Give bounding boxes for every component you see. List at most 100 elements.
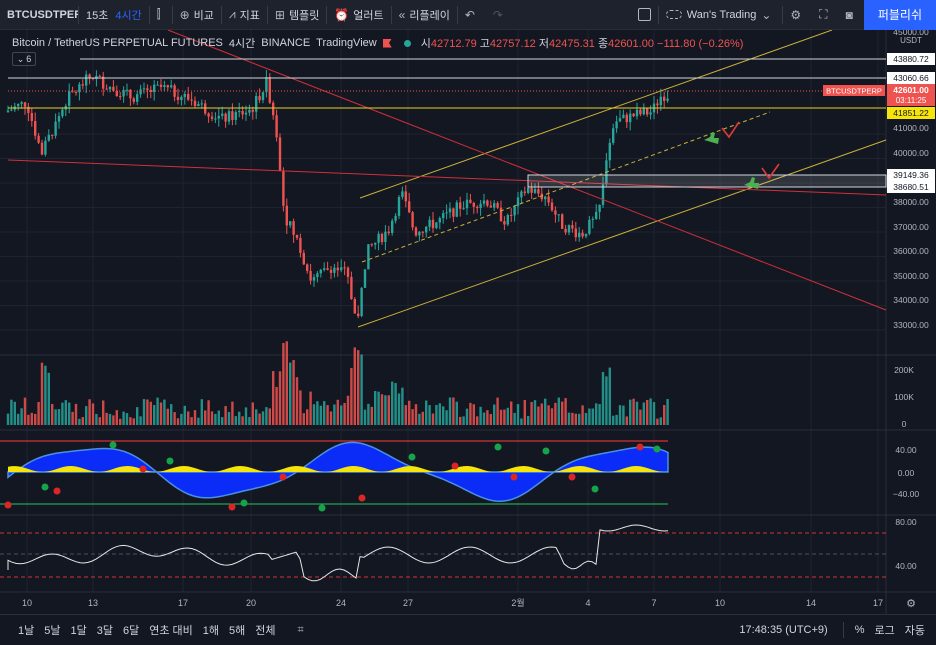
osc-tick-label: −40.00 [893,489,920,499]
snapshot-button[interactable]: ◙ [839,0,864,30]
volume-bar [292,360,295,425]
undo-button[interactable]: ↶ [458,0,486,30]
date-range-button[interactable]: ⌗ [293,624,309,637]
legend-title[interactable]: Bitcoin / TetherUS PERPETUAL FUTURES [12,37,223,49]
candle-body [166,85,169,88]
range-1y-button[interactable]: 1해 [202,625,220,637]
auto-scale-button[interactable]: 자동 [904,625,925,637]
clock-timezone[interactable]: 17:48:35 (UTC+9) [739,624,828,636]
volume-bar [285,341,288,425]
volume-bar [384,395,387,425]
gear-icon: ⚙ [906,598,916,610]
osc-signal-dot [109,441,117,449]
volume-bar [112,415,115,425]
candle-body [238,110,241,113]
time-tick-label: 4 [585,598,590,608]
volume-bar [537,406,540,425]
candle-body [227,111,231,122]
candle-body [98,75,101,77]
flag-icon[interactable] [382,38,392,48]
trend-lines[interactable] [7,30,887,328]
volume-bar [540,403,543,425]
volume-bar [411,409,414,425]
candle-body [506,214,509,225]
volume-bar [445,410,448,425]
volume-tick-label: 0 [902,419,907,429]
volume-bar [197,417,200,425]
osc-signal-dot [166,457,174,465]
volume-bar [224,406,227,425]
volume-bar [51,404,54,425]
volume-bar [618,405,622,425]
volume-bar [459,416,462,425]
range-6m-button[interactable]: 6달 [123,625,140,637]
redo-button[interactable]: ↷ [486,0,514,30]
candle-body [663,96,666,101]
saved-layout-button[interactable]: Wan's Trading ⌄ [659,0,783,30]
volume-bar [513,412,516,425]
publish-button[interactable]: 퍼블리쉬 [863,0,936,30]
candle-body [588,219,591,234]
time-tick-label: 24 [336,598,346,608]
time-axis[interactable]: 10 13 17 20 24 27 2월 4 7 10 14 17 ⚙ [22,597,916,610]
templates-button[interactable]: ⊞ 템플릿 [268,0,326,30]
range-1m-button[interactable]: 1달 [70,625,87,637]
volume-bar [414,404,418,425]
volume-bar [476,416,479,425]
replay-button[interactable]: «리플레이 [392,0,457,30]
volume-bar [510,401,513,425]
candle-body [78,84,81,93]
candle-body [336,267,339,271]
candle-body [136,94,139,102]
volume-bar [268,408,271,425]
volume-bar [54,409,57,425]
volume-bar [234,416,237,425]
cloud-icon [665,10,682,19]
compare-button[interactable]: ⊕ 비교 [173,0,221,30]
indicators-button[interactable]: ⩘ 지표 [222,0,267,30]
fullscreen-button[interactable]: ⛶ [812,0,838,30]
range-1d-button[interactable]: 1날 [18,625,35,637]
candle-body [289,221,292,226]
zone-box [527,174,887,188]
volume-bar [278,371,282,425]
chart-style-button[interactable]: ⫿ [150,0,172,30]
interval-15s-button[interactable]: 15초 [86,9,109,22]
chart-canvas[interactable]: USDT 45000.0041000.0040000.0039000.00380… [0,30,936,614]
chevron-down-icon: ⌄ [16,53,25,64]
range-5d-button[interactable]: 5날 [44,625,61,637]
candle-body [642,108,645,115]
candle-body [448,208,452,213]
candle-body [156,84,159,86]
volume-bars [6,341,669,425]
range-3m-button[interactable]: 3달 [96,625,113,637]
volume-bar [139,416,142,425]
candle-body [244,112,248,115]
volume-bar [401,387,404,425]
candle-body [278,137,282,172]
percent-scale-button[interactable]: % [854,624,865,636]
descending-red-line [167,30,887,311]
volume-bar [547,405,550,425]
candle-body [503,221,506,225]
log-scale-button[interactable]: 로그 [874,625,895,637]
alert-button[interactable]: ⏰ 얼러트 [327,0,390,30]
interval-4h-button[interactable]: 4시간 [115,9,142,22]
candle-body [428,219,431,227]
time-tick-label: 10 [22,598,32,608]
range-ytd-button[interactable]: 연초 대비 [149,625,193,637]
layout-select-button[interactable] [631,0,658,30]
settings-button[interactable]: ⚙ [783,0,812,30]
range-5y-button[interactable]: 5해 [229,625,246,637]
indicator-toggle-badge[interactable]: ⌄ 6 [12,52,36,66]
volume-bar [425,400,428,425]
chart-area[interactable]: USDT 45000.0041000.0040000.0039000.00380… [0,30,936,614]
candle-body [326,268,329,270]
range-all-button[interactable]: 전체 [255,625,276,637]
candle-body [23,102,27,107]
volume-bar [207,400,210,425]
candle-body [197,104,200,107]
symbol-search[interactable]: BTCUSDTPERP [7,8,78,21]
volume-bar [309,391,312,425]
volume-bar [231,401,234,425]
